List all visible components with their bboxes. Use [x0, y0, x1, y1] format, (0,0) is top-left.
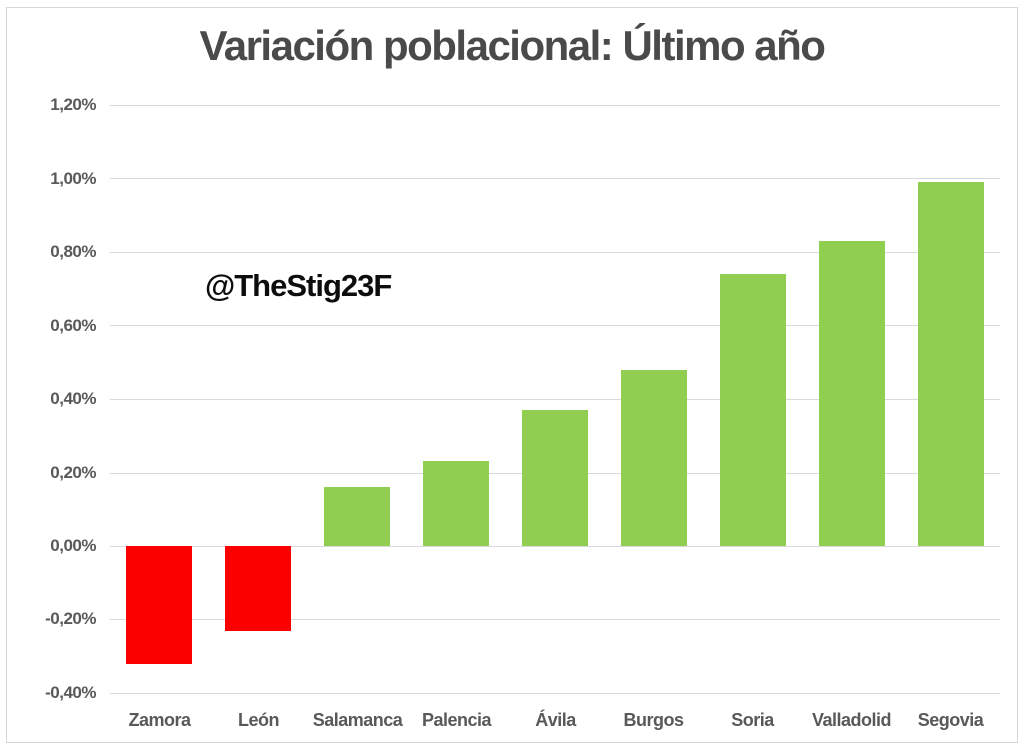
bar-burgos — [621, 370, 687, 546]
chart-title: Variación poblacional: Último año — [199, 22, 826, 69]
plot-area — [110, 105, 1000, 694]
y-tick-label: 0,60% — [50, 316, 96, 335]
y-tick-label: -0,40% — [45, 683, 96, 702]
x-category-label: Valladolid — [811, 710, 892, 730]
y-tick-label: 0,20% — [50, 463, 96, 482]
gridline — [110, 252, 1000, 253]
x-category-label: Zamora — [128, 710, 191, 730]
y-tick-label: 1,00% — [50, 169, 96, 188]
x-category-label: Salamanca — [312, 710, 403, 730]
x-category-label: Soria — [731, 710, 774, 730]
watermark-text: @TheStig23F — [205, 268, 392, 303]
bar-valladolid — [819, 241, 885, 546]
y-tick-label: 0,40% — [50, 389, 96, 408]
x-category-label: Burgos — [623, 710, 685, 730]
gridline — [110, 619, 1000, 620]
x-category-label: Ávila — [535, 710, 576, 730]
bar-palencia — [423, 461, 489, 546]
gridline — [110, 105, 1000, 106]
y-tick-label: -0,20% — [45, 609, 96, 628]
bar-leon — [225, 546, 291, 631]
gridline — [110, 546, 1000, 547]
y-tick-label: 0,80% — [50, 242, 96, 261]
y-tick-label: 0,00% — [50, 536, 96, 555]
bar-segovia — [918, 182, 984, 546]
bar-avila — [522, 410, 588, 546]
y-tick-label: 1,20% — [50, 95, 96, 114]
x-category-label: León — [238, 710, 280, 730]
bar-zamora — [126, 546, 192, 664]
bar-soria — [720, 274, 786, 546]
bar-salamanca — [324, 487, 390, 546]
gridline — [110, 693, 1000, 694]
gridline — [110, 178, 1000, 179]
gridline — [110, 325, 1000, 326]
gridline — [110, 399, 1000, 400]
x-category-label: Palencia — [421, 710, 492, 730]
x-category-label: Segovia — [917, 710, 984, 730]
